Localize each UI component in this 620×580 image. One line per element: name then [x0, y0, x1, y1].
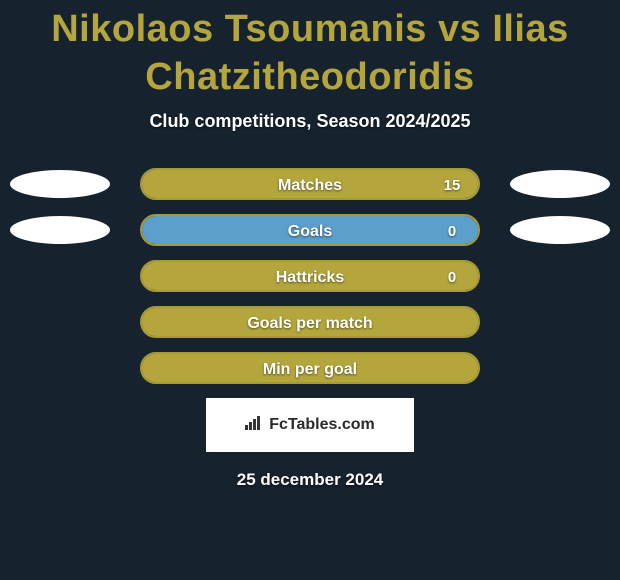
stat-bar: Goals per match [140, 306, 480, 338]
player-right-oval [510, 216, 610, 244]
stat-row: Goals per match [0, 306, 620, 338]
stat-label: Goals [142, 216, 478, 246]
player-left-oval [10, 170, 110, 198]
brand-text: FcTables.com [269, 416, 375, 434]
stat-row: Goals0 [0, 214, 620, 246]
barchart-icon [245, 416, 263, 435]
stat-label: Hattricks [142, 262, 478, 292]
stat-label: Goals per match [142, 308, 478, 338]
stat-label: Matches [142, 170, 478, 200]
page-title: Nikolaos Tsoumanis vs Ilias Chatzitheodo… [0, 0, 620, 111]
subtitle: Club competitions, Season 2024/2025 [0, 111, 620, 132]
stat-rows: Matches15Goals0Hattricks0Goals per match… [0, 168, 620, 384]
brand-badge: FcTables.com [206, 398, 414, 452]
stat-label: Min per goal [142, 354, 478, 384]
stat-row: Matches15 [0, 168, 620, 200]
date: 25 december 2024 [0, 470, 620, 490]
stat-bar: Goals0 [140, 214, 480, 246]
stat-bar: Min per goal [140, 352, 480, 384]
stat-row: Min per goal [0, 352, 620, 384]
player-right-oval [510, 170, 610, 198]
stat-bar: Matches15 [140, 168, 480, 200]
stat-bar: Hattricks0 [140, 260, 480, 292]
stat-row: Hattricks0 [0, 260, 620, 292]
stat-value-right: 0 [432, 262, 472, 292]
player-left-oval [10, 216, 110, 244]
stat-value-right: 0 [432, 216, 472, 246]
stat-value-right: 15 [432, 170, 472, 200]
